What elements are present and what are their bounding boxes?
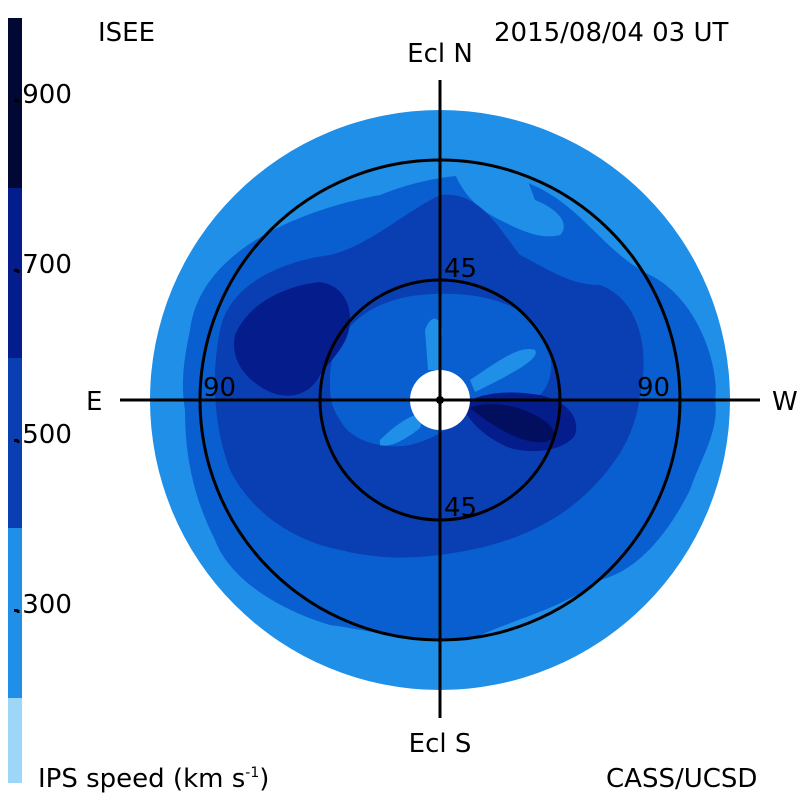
colorbar-tick bbox=[14, 99, 18, 102]
colorbar-label-700: .700 bbox=[14, 250, 72, 280]
label-south: Ecl S bbox=[409, 729, 472, 759]
colorbar-segment bbox=[8, 358, 22, 528]
label-ring-90-right: 90 bbox=[637, 373, 670, 403]
label-north: Ecl N bbox=[407, 39, 473, 69]
org-label: ISEE bbox=[98, 18, 156, 48]
colorbar-tick bbox=[14, 439, 18, 442]
label-ring-90-left: 90 bbox=[203, 373, 236, 403]
label-ring-45-top: 45 bbox=[444, 254, 477, 284]
speed-streak bbox=[425, 318, 442, 370]
colorbar-segment bbox=[8, 698, 22, 783]
quantity-text: IPS speed (km s bbox=[38, 764, 246, 794]
quantity-label: IPS speed (km s-1) bbox=[38, 766, 269, 792]
colorbar-label-300: .300 bbox=[14, 590, 72, 620]
speed-streak bbox=[470, 349, 536, 392]
colorbar-segment bbox=[8, 18, 22, 188]
colorbar-segment bbox=[8, 528, 22, 698]
label-ring-45-bottom: 45 bbox=[444, 493, 477, 523]
unit-close: ) bbox=[259, 764, 270, 794]
colorbar-label-900: .900 bbox=[14, 80, 72, 110]
speed-zone-light bbox=[450, 152, 564, 237]
label-east: E bbox=[86, 387, 102, 417]
speed-streak bbox=[380, 412, 425, 446]
unit-exponent: -1 bbox=[245, 765, 260, 781]
colorbar-tick bbox=[14, 269, 18, 272]
speed-zone-peak bbox=[234, 282, 350, 396]
colorbar-label-500: .500 bbox=[14, 420, 72, 450]
colorbar bbox=[8, 18, 22, 783]
label-west: W bbox=[772, 387, 798, 417]
credit-label: CASS/UCSD bbox=[606, 764, 758, 794]
colorbar-segment bbox=[8, 188, 22, 358]
speed-zone-max bbox=[470, 404, 554, 443]
colorbar-tick bbox=[14, 609, 18, 612]
datetime-label: 2015/08/04 03 UT bbox=[494, 18, 729, 48]
